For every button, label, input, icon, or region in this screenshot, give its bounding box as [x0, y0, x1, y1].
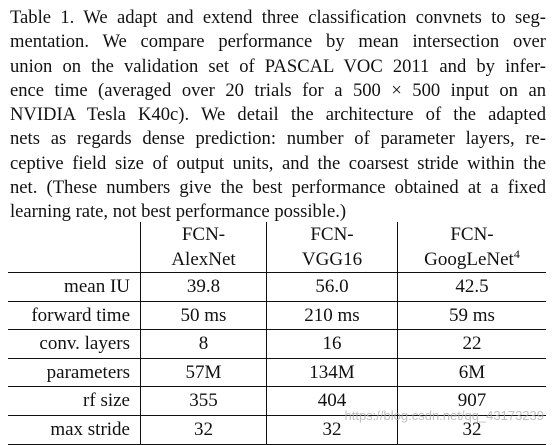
footnote-marker: 4 — [513, 247, 520, 261]
header-row: FCN- FCN- FCN- — [8, 222, 546, 247]
row-label: rf size — [8, 386, 141, 416]
table-cell: 42.5 — [397, 272, 546, 302]
table-cell: 6M — [397, 358, 546, 388]
column-header-line1: FCN- — [140, 222, 267, 247]
table-cell: 907 — [397, 386, 546, 416]
table-cell: 32 — [140, 415, 267, 445]
row-label: conv. layers — [8, 329, 141, 359]
results-table: FCN- FCN- FCN- AlexNet VGG16 GoogLeNet4 … — [8, 222, 546, 445]
table-row: mean IU 39.8 56.0 42.5 — [8, 272, 546, 302]
table-cell: 50 ms — [140, 301, 267, 331]
table-cell: 39.8 — [140, 272, 267, 302]
column-name: GoogLeNet — [424, 249, 514, 270]
column-name: AlexNet — [171, 249, 236, 270]
header-row: AlexNet VGG16 GoogLeNet4 — [8, 247, 546, 273]
table-row: rf size 355 404 907 — [8, 386, 546, 416]
table-cell: 8 — [140, 329, 267, 359]
table-cell: 32 — [266, 415, 398, 445]
column-name: VGG16 — [301, 249, 363, 270]
row-label: forward time — [8, 301, 141, 331]
table-caption: Table 1. We adapt and extend three class… — [10, 6, 546, 225]
column-header-line1: FCN- — [450, 224, 494, 245]
column-header-line2: AlexNet — [140, 247, 267, 273]
table-row: max stride 32 32 32 — [8, 415, 546, 445]
row-label: parameters — [8, 358, 141, 388]
column-header-line1: FCN- — [266, 222, 398, 247]
row-label: max stride — [8, 415, 141, 445]
table-cell: 59 ms — [397, 301, 546, 331]
table-cell: 210 ms — [266, 301, 398, 331]
table-cell: 355 — [140, 386, 267, 416]
caption-line: ceptive field size of output units, and … — [10, 152, 546, 174]
caption-line: union on the validation set of PASCAL VO… — [10, 55, 546, 77]
caption-line: nets as regards dense prediction: number… — [10, 128, 546, 150]
corner-cell — [8, 222, 141, 247]
column-header-line2: GoogLeNet4 — [398, 247, 547, 273]
corner-cell — [8, 247, 141, 273]
table-cell: 57M — [140, 358, 267, 388]
caption-line: mentation. We compare performance by mea… — [10, 31, 546, 53]
table-row: forward time 50 ms 210 ms 59 ms — [8, 301, 546, 331]
table-cell: 32 — [397, 415, 546, 445]
caption-line: ence time (averaged over 20 trials for a… — [10, 79, 546, 101]
caption-line: net. (These numbers give the best perfor… — [10, 177, 546, 199]
row-label: mean IU — [8, 272, 141, 302]
table-cell: 16 — [266, 329, 398, 359]
table-cell-best: 56.0 — [266, 272, 398, 302]
table-cell: 404 — [266, 386, 398, 416]
table-cell: 22 — [397, 329, 546, 359]
caption-line: NVIDIA Tesla K40c). We detail the archit… — [10, 104, 546, 126]
table-cell: 134M — [266, 358, 398, 388]
column-header-line2: VGG16 — [266, 247, 398, 273]
table-row: conv. layers 8 16 22 — [8, 329, 546, 359]
caption-line: learning rate, not best performance poss… — [10, 201, 347, 223]
table-row: parameters 57M 134M 6M — [8, 358, 546, 388]
caption-line: Table 1. We adapt and extend three class… — [10, 7, 546, 28]
